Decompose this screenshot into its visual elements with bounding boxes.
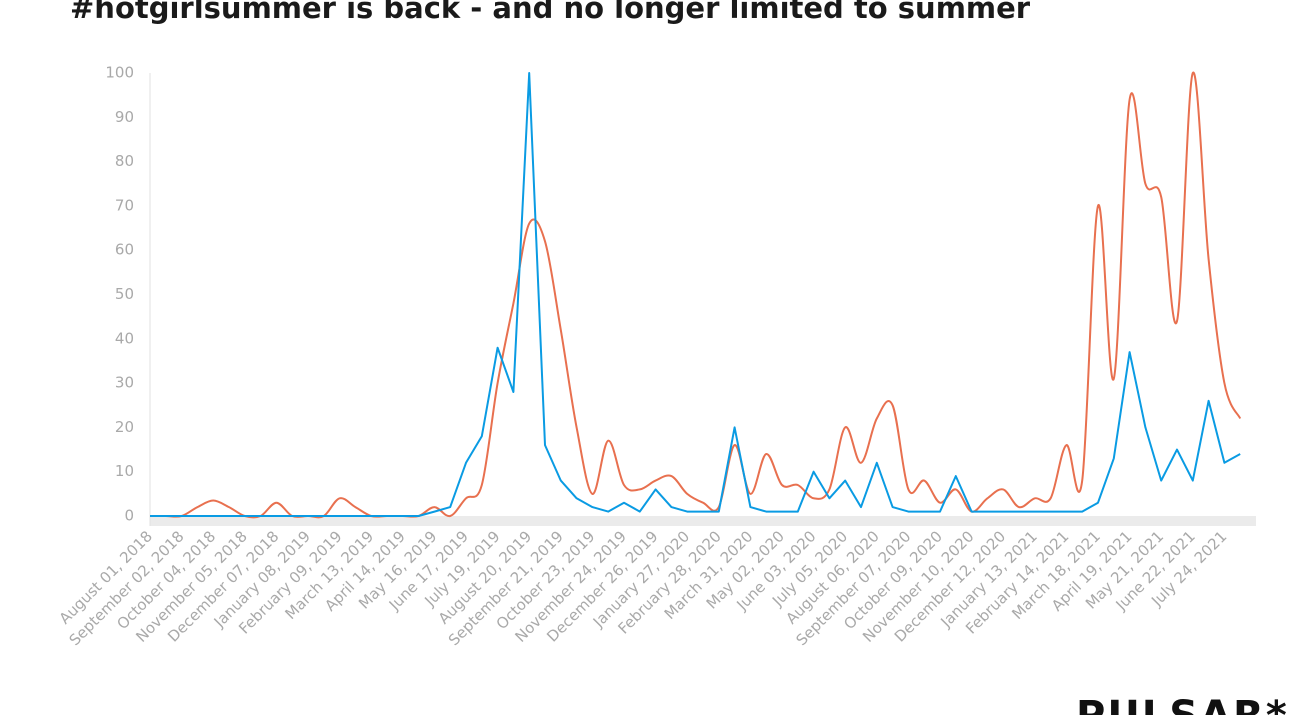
chart-title: #hotgirlsummer is back - and no longer l…: [70, 0, 1031, 25]
logo: PULSAR*: [1076, 693, 1289, 715]
baseline-band: [150, 516, 1256, 526]
y-tick-label: 80: [115, 152, 134, 170]
y-tick-label: 0: [124, 507, 134, 525]
y-tick-label: 10: [115, 462, 134, 480]
y-tick-label: 20: [115, 418, 134, 436]
y-tick-label: 70: [115, 196, 134, 214]
y-tick-label: 100: [105, 64, 134, 82]
y-tick-label: 50: [115, 285, 134, 303]
series-line: [150, 72, 1241, 517]
y-tick-label: 60: [115, 241, 134, 259]
series-line: [149, 71, 1242, 519]
y-tick-label: 40: [115, 329, 134, 347]
y-tick-label: 90: [115, 108, 134, 126]
y-tick-label: 30: [115, 374, 134, 392]
